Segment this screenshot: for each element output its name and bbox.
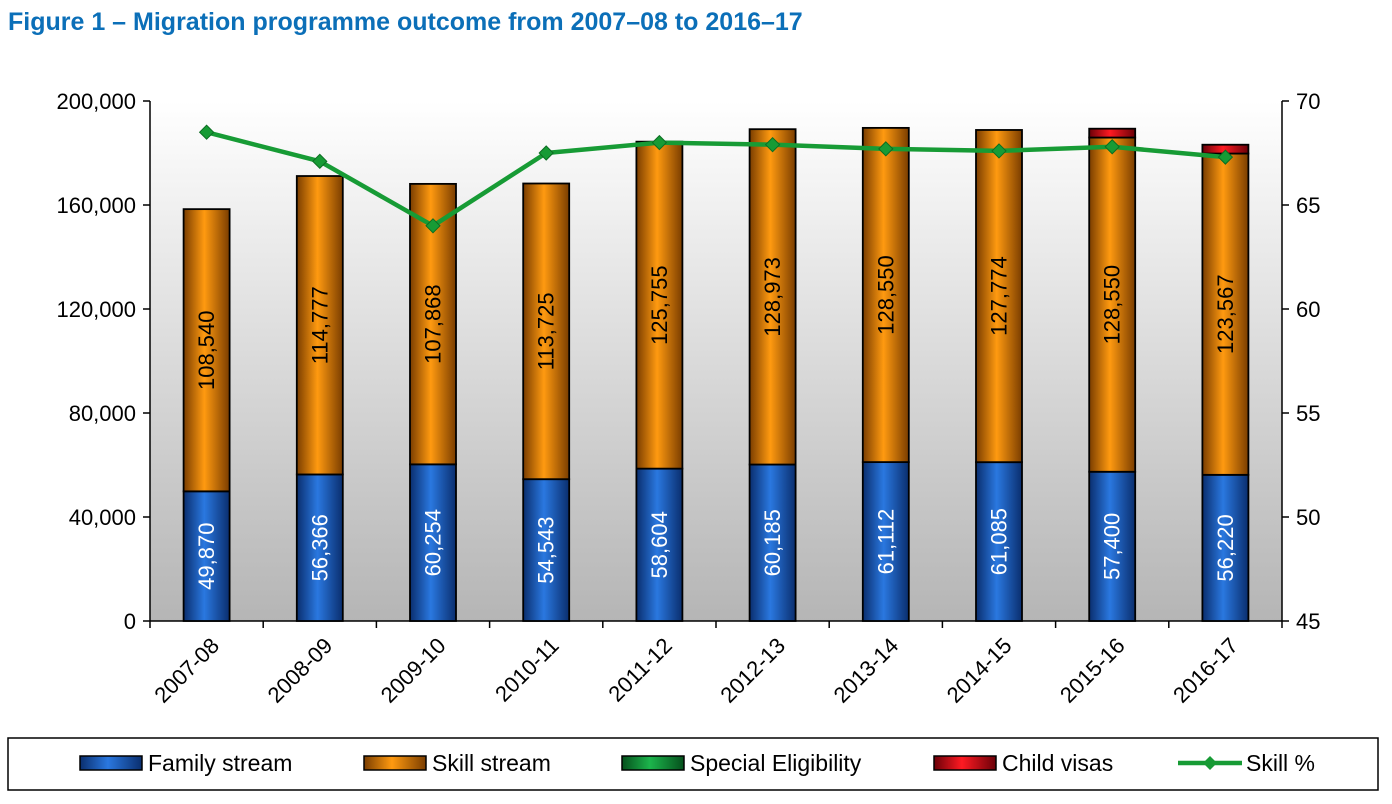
data-label-family-stream: 61,112 bbox=[873, 509, 898, 575]
x-tick-label: 2010-11 bbox=[490, 633, 564, 707]
bar-family-stream bbox=[1088, 470, 1137, 622]
legend-swatch-child-visas bbox=[933, 755, 997, 771]
y-left-tick-label: 40,000 bbox=[69, 505, 136, 530]
point-skill-percent bbox=[312, 153, 328, 170]
data-label-family-stream: 56,366 bbox=[307, 514, 332, 581]
data-label-family-stream: 60,254 bbox=[421, 509, 446, 576]
data-label-skill-stream: 108,540 bbox=[194, 310, 219, 390]
data-label-skill-stream: 128,550 bbox=[1100, 265, 1125, 345]
legend-label-special-eligibility: Special Eligibility bbox=[690, 750, 862, 776]
data-label-skill-stream: 125,755 bbox=[647, 265, 672, 345]
data-label-skill-stream: 123,567 bbox=[1213, 274, 1238, 354]
point-skill-percent bbox=[991, 143, 1007, 159]
bar-family-stream bbox=[975, 461, 1023, 622]
data-label-skill-stream: 128,550 bbox=[873, 255, 898, 335]
bar-family-stream bbox=[409, 463, 457, 622]
data-label-skill-stream: 114,777 bbox=[307, 286, 332, 364]
x-tick-label: 2011-12 bbox=[603, 633, 677, 707]
data-label-family-stream: 56,220 bbox=[1213, 514, 1238, 581]
data-label-skill-stream: 107,868 bbox=[421, 284, 446, 364]
data-label-family-stream: 58,604 bbox=[647, 511, 672, 578]
x-tick-label: 2014-15 bbox=[942, 633, 1017, 708]
legend-label-family-stream: Family stream bbox=[148, 750, 292, 776]
x-tick-label: 2016-17 bbox=[1168, 633, 1243, 708]
data-label-skill-stream: 113,725 bbox=[534, 292, 559, 370]
bar-skill-stream bbox=[522, 182, 571, 481]
bar-skill-stream bbox=[861, 126, 910, 464]
x-tick-label: 2007-08 bbox=[149, 633, 224, 708]
y-right-tick-label: 60 bbox=[1296, 297, 1320, 322]
data-label-family-stream: 60,185 bbox=[760, 509, 785, 576]
point-skill-percent bbox=[425, 218, 441, 234]
chart-title: Figure 1 – Migration programme outcome f… bbox=[8, 8, 803, 36]
bar-skill-stream bbox=[635, 140, 684, 470]
bar-child-visas bbox=[1088, 127, 1137, 139]
legend-label-skill-percent: Skill % bbox=[1246, 750, 1315, 776]
bar-skill-stream bbox=[182, 208, 231, 493]
legend-swatch-special-eligibility bbox=[621, 755, 685, 771]
legend-label-skill-stream: Skill stream bbox=[432, 750, 551, 776]
bar-skill-stream bbox=[975, 129, 1023, 464]
y-left-tick-label: 120,000 bbox=[56, 297, 136, 322]
data-label-family-stream: 54,543 bbox=[534, 516, 559, 583]
point-skill-percent bbox=[764, 136, 781, 153]
y-right-tick-label: 65 bbox=[1296, 193, 1320, 218]
y-right-tick-label: 45 bbox=[1296, 609, 1320, 634]
point-skill-percent bbox=[538, 145, 554, 161]
bar-family-stream bbox=[1201, 473, 1250, 622]
y-right-tick-label: 50 bbox=[1296, 505, 1320, 530]
bar-family-stream bbox=[182, 490, 231, 622]
y-left-tick-label: 0 bbox=[124, 609, 136, 634]
y-left-tick-label: 200,000 bbox=[56, 89, 136, 114]
data-label-family-stream: 57,400 bbox=[1100, 513, 1125, 580]
point-skill-percent bbox=[198, 124, 215, 140]
y-right-tick-label: 55 bbox=[1296, 401, 1320, 426]
bar-skill-stream bbox=[748, 128, 797, 466]
line-skill-percent bbox=[206, 130, 1226, 229]
x-tick-label: 2012-13 bbox=[715, 633, 790, 708]
legend-box bbox=[7, 737, 1379, 791]
data-label-skill-stream: 128,973 bbox=[760, 257, 785, 337]
bar-skill-stream bbox=[1201, 152, 1250, 476]
data-label-family-stream: 49,870 bbox=[194, 523, 219, 590]
y-right-tick-label: 70 bbox=[1296, 89, 1320, 114]
x-tick-label: 2009-10 bbox=[376, 633, 451, 708]
y-left-tick-label: 160,000 bbox=[56, 193, 136, 218]
y-left-tick-label: 80,000 bbox=[69, 401, 136, 426]
legend-swatch-family-stream bbox=[79, 755, 143, 771]
x-tick-label: 2015-16 bbox=[1055, 633, 1130, 708]
point-skill-percent bbox=[878, 141, 894, 157]
legend-marker-skill-percent bbox=[1203, 756, 1217, 770]
legend-label-child-visas: Child visas bbox=[1002, 750, 1113, 776]
bar-family-stream bbox=[861, 461, 910, 622]
legend-swatch-skill-stream bbox=[363, 755, 427, 771]
data-label-skill-stream: 127,774 bbox=[987, 256, 1012, 336]
data-label-family-stream: 61,085 bbox=[987, 508, 1012, 575]
point-skill-percent bbox=[1217, 149, 1234, 165]
bar-family-stream bbox=[522, 478, 571, 622]
x-tick-label: 2013-14 bbox=[829, 633, 904, 708]
point-skill-percent bbox=[651, 134, 668, 151]
bar-family-stream bbox=[635, 467, 684, 622]
bar-skill-stream bbox=[295, 175, 344, 476]
point-skill-percent bbox=[1104, 139, 1120, 155]
x-tick-label: 2008-09 bbox=[263, 633, 338, 708]
